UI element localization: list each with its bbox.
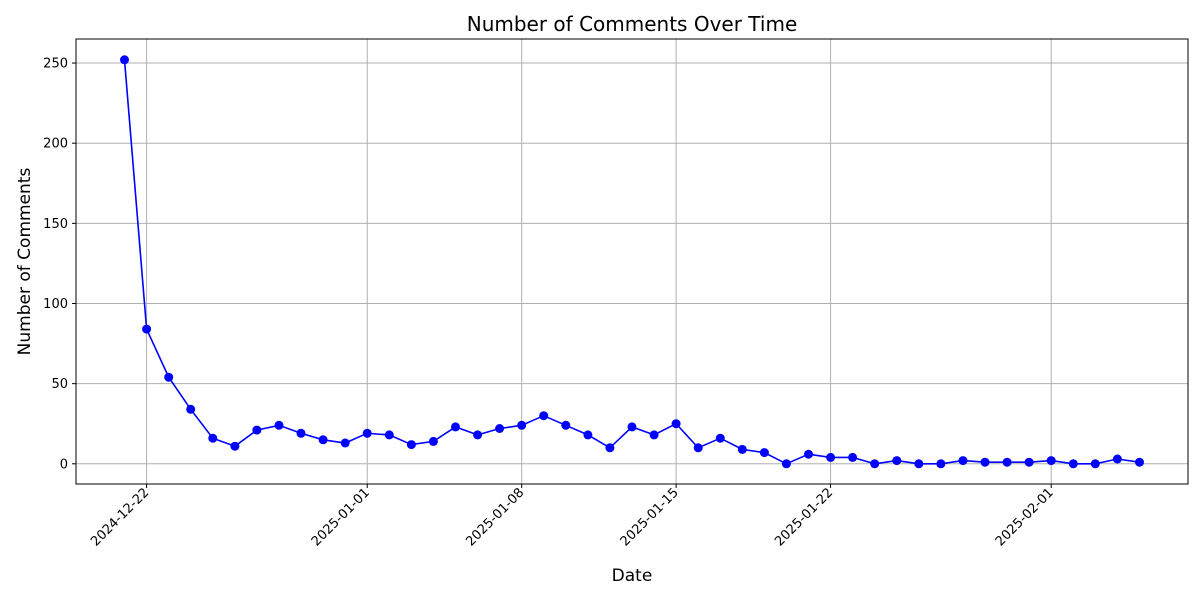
data-point: [981, 458, 990, 467]
data-point: [694, 443, 703, 452]
data-point: [561, 421, 570, 430]
data-point: [164, 373, 173, 382]
x-tick-label: 2025-02-01: [993, 485, 1057, 549]
data-point: [1003, 458, 1012, 467]
data-point: [208, 434, 217, 443]
data-point: [848, 453, 857, 462]
x-axis: 2024-12-22 2025-01-01 2025-01-08 2025-01-15…: [88, 484, 1057, 549]
data-point: [407, 440, 416, 449]
y-tick-label: 150: [43, 217, 68, 232]
data-point: [142, 325, 151, 334]
data-point: [429, 437, 438, 446]
series-layer: [120, 55, 1144, 468]
data-point: [252, 426, 261, 435]
data-point: [782, 459, 791, 468]
chart-title: Number of Comments Over Time: [467, 12, 798, 36]
data-point: [385, 430, 394, 439]
data-point: [473, 430, 482, 439]
data-point: [1069, 459, 1078, 468]
data-point: [120, 55, 129, 64]
data-point: [959, 456, 968, 465]
data-point: [672, 419, 681, 428]
y-tick-label: 50: [51, 377, 68, 392]
data-point: [363, 429, 372, 438]
y-tick-label: 200: [43, 137, 68, 152]
data-point: [517, 421, 526, 430]
y-axis-label: Number of Comments: [15, 168, 35, 356]
data-point: [650, 430, 659, 439]
data-point: [583, 430, 592, 439]
grid: [76, 39, 1188, 484]
data-point: [319, 435, 328, 444]
data-point: [1135, 458, 1144, 467]
data-point: [738, 445, 747, 454]
data-point: [275, 421, 284, 430]
data-point: [892, 456, 901, 465]
data-point: [936, 459, 945, 468]
data-point: [186, 405, 195, 414]
x-tick-label: 2025-01-22: [772, 485, 836, 549]
data-point: [297, 429, 306, 438]
data-point: [716, 434, 725, 443]
data-point: [1113, 455, 1122, 464]
y-tick-label: 250: [43, 57, 68, 72]
data-point: [826, 453, 835, 462]
y-tick-label: 0: [60, 457, 68, 472]
data-point: [804, 450, 813, 459]
data-point: [1025, 458, 1034, 467]
data-point: [1091, 459, 1100, 468]
plot-frame: [76, 39, 1188, 484]
y-tick-label: 100: [43, 297, 68, 312]
data-point: [1047, 456, 1056, 465]
x-tick-label: 2025-01-08: [463, 485, 527, 549]
data-point: [539, 411, 548, 420]
x-tick-label: 2024-12-22: [88, 485, 152, 549]
data-point: [914, 459, 923, 468]
data-point: [628, 422, 637, 431]
data-point: [495, 424, 504, 433]
data-point: [341, 439, 350, 448]
y-axis: 0 50 100 150 200 250: [43, 57, 76, 473]
data-point: [451, 422, 460, 431]
x-tick-label: 2025-01-01: [309, 485, 373, 549]
data-point: [605, 443, 614, 452]
x-axis-label: Date: [612, 566, 653, 586]
data-point: [760, 448, 769, 457]
data-point: [230, 442, 239, 451]
series-line: [125, 60, 1140, 464]
data-point: [870, 459, 879, 468]
x-tick-label: 2025-01-15: [618, 485, 682, 549]
